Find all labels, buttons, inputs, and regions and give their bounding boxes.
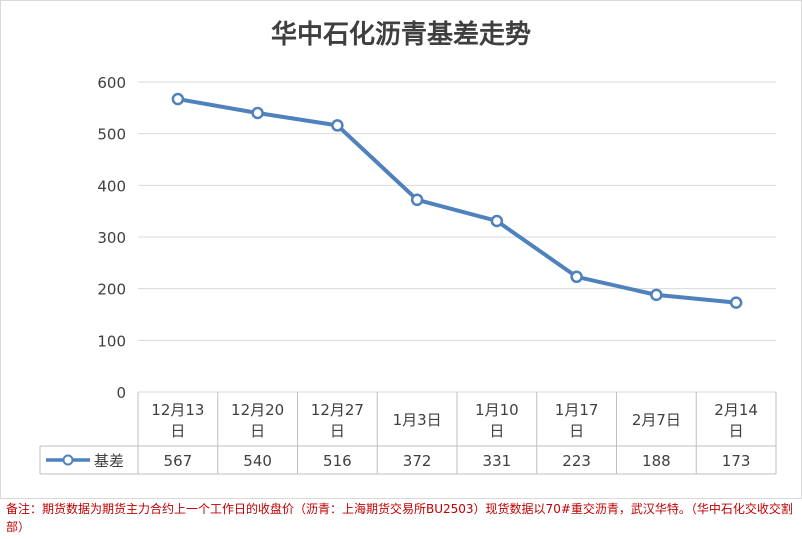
x-category-label: 1月17 日 <box>555 401 599 440</box>
y-tick-label: 300 <box>97 229 126 247</box>
data-point <box>410 193 424 207</box>
data-value-label: 540 <box>243 452 272 470</box>
legend-marker <box>62 454 74 466</box>
gridlines <box>138 81 776 393</box>
y-tick-label: 200 <box>97 281 126 299</box>
data-point <box>331 119 344 132</box>
legend-label: 基差 <box>94 452 124 470</box>
data-value-label: 173 <box>722 452 751 470</box>
data-point <box>251 106 264 120</box>
y-tick-label: 100 <box>97 332 126 350</box>
data-point <box>570 270 583 284</box>
data-value-label: 567 <box>164 452 193 470</box>
data-point <box>650 288 663 302</box>
x-category-label: 1月3日 <box>393 411 442 429</box>
x-category-label: 1月10 日 <box>475 401 519 440</box>
y-axis-ticks: 600 500 400 300 200 100 0 <box>97 74 126 402</box>
data-value-label: 331 <box>483 452 512 470</box>
data-point <box>729 296 743 309</box>
data-value-label: 223 <box>562 452 591 470</box>
chart-title: 华中石化沥青基差走势 <box>270 20 531 50</box>
y-tick-label: 500 <box>97 126 126 144</box>
chart-svg: 600 500 400 300 200 100 0 12月13 日 12月20 日 12月27 日 1月… <box>39 74 777 475</box>
series-line <box>175 97 739 305</box>
data-value-label: 188 <box>642 452 671 470</box>
x-category-label: 12月27 日 <box>311 401 364 440</box>
x-category-label: 2月7日 <box>632 411 681 429</box>
data-table: 12月13 日 12月20 日 12月27 日 1月3日 1月10 日 1月17 日 2月7日 2月14… <box>39 392 777 475</box>
y-tick-label: 400 <box>97 177 126 195</box>
x-category-label: 2月14 日 <box>714 401 758 440</box>
data-point <box>490 214 504 228</box>
data-value-label: 372 <box>403 452 432 470</box>
y-tick-label: 600 <box>97 74 126 92</box>
data-point <box>171 92 185 106</box>
x-category-label: 12月13 日 <box>151 401 204 440</box>
chart-frame <box>0 0 802 499</box>
x-category-label: 12月20 日 <box>231 401 284 440</box>
footnote: 备注：期货数据为期货主力合约上一个工作日的收盘价（沥青：上海期货交易所BU250… <box>6 502 793 534</box>
series-layer <box>171 92 743 309</box>
y-tick-label: 0 <box>116 384 126 402</box>
data-value-label: 516 <box>323 452 352 470</box>
